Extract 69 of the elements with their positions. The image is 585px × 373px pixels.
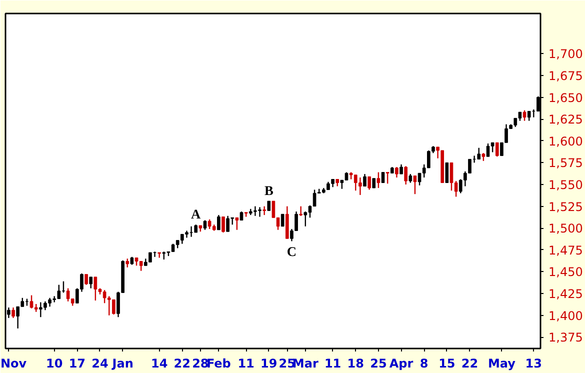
candlestick — [299, 206, 303, 216]
y-tick-label: 1,650 — [548, 90, 583, 105]
candlestick — [368, 176, 371, 190]
candlestick — [477, 147, 481, 160]
x-tick-label: 17 — [68, 356, 86, 370]
candlestick — [267, 200, 271, 212]
candlestick — [522, 110, 526, 122]
x-tick-label: 15 — [438, 356, 456, 370]
candlestick — [404, 166, 408, 186]
x-tick-label: 10 — [46, 356, 63, 370]
candlestick — [372, 178, 376, 189]
annotation: C — [286, 244, 297, 260]
candlestick — [7, 306, 10, 319]
x-tick-label: 14 — [150, 356, 168, 370]
y-tick-label: 1,425 — [548, 287, 583, 302]
candlestick — [363, 173, 366, 187]
x-tick-label: Nov — [0, 356, 27, 370]
x-tick-label: 8 — [420, 356, 428, 370]
y-tick-label: 1,450 — [548, 265, 583, 280]
y-tick-label: 1,675 — [548, 68, 583, 83]
x-tick-label: 18 — [347, 356, 364, 370]
candlestick — [413, 175, 417, 195]
candlestick — [12, 306, 15, 319]
candlestick — [490, 142, 494, 153]
candlestick — [203, 220, 207, 230]
x-tick-label: 24 — [92, 356, 108, 370]
candlestick — [158, 252, 161, 258]
x-tick-label: Jan — [111, 356, 134, 370]
y-tick-label: 1,700 — [548, 47, 583, 62]
x-tick-label: Feb — [206, 356, 232, 370]
x-tick-label: 22 — [461, 356, 478, 370]
y-tick-label: 1,400 — [548, 308, 583, 323]
candlestick — [84, 274, 88, 286]
candlestick — [235, 217, 239, 230]
candlestick — [89, 276, 93, 289]
y-tick-label: 1,375 — [548, 330, 583, 345]
candlestick — [400, 164, 403, 175]
candlestick — [445, 162, 449, 184]
candlestick — [262, 206, 266, 216]
candlestick — [395, 166, 398, 178]
y-tick-label: 1,575 — [548, 156, 583, 170]
candlestick — [217, 214, 220, 230]
candlestick — [222, 216, 225, 234]
x-tick-label: 11 — [238, 356, 254, 370]
x-tick-label: Apr — [389, 356, 414, 370]
candlestick — [381, 172, 385, 183]
y-tick-label: 1,525 — [548, 200, 583, 214]
x-tick-label: 11 — [324, 356, 342, 370]
x-tick-label: 19 — [260, 356, 278, 370]
x-tick-label: 13 — [525, 356, 542, 370]
candlestick — [280, 214, 284, 227]
candlestick — [139, 260, 143, 272]
candlestick — [376, 172, 380, 189]
y-tick-label: 1,475 — [548, 243, 583, 258]
x-tick-label: 25 — [370, 356, 387, 370]
y-tick-label: 1,550 — [548, 178, 583, 192]
candlestick — [527, 110, 531, 122]
annotation: B — [264, 183, 274, 198]
candlestick — [386, 172, 390, 184]
y-tick-label: 1,600 — [548, 134, 583, 148]
x-tick-label: May — [488, 356, 516, 370]
x-tick-label: 28 — [192, 356, 209, 370]
x-tick-label: 22 — [174, 356, 191, 370]
candlestick — [94, 276, 98, 302]
candlestick — [495, 142, 499, 158]
annotation: A — [191, 206, 202, 222]
x-tick-label: Mar — [292, 356, 318, 370]
y-tick-label: 1,625 — [548, 112, 583, 127]
y-tick-label: 1,500 — [548, 222, 583, 236]
